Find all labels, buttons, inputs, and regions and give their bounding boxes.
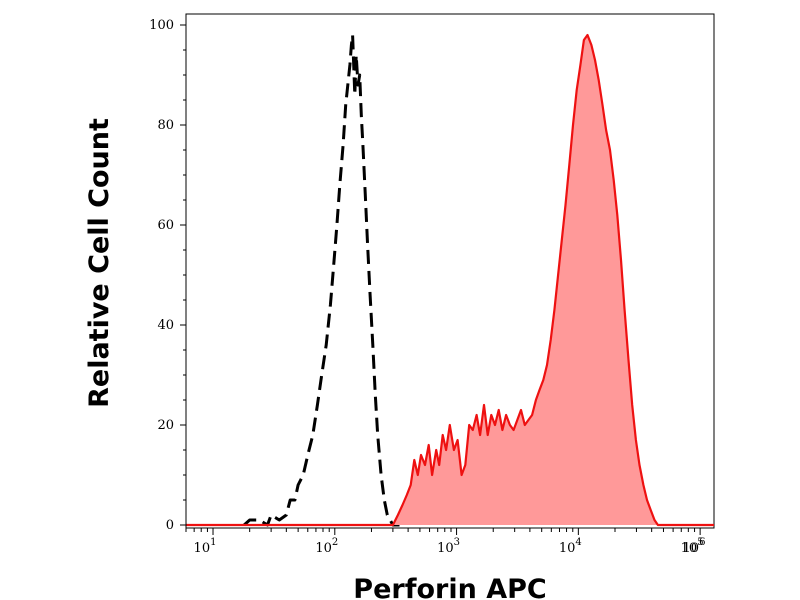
x-tick-label: 103 — [437, 537, 460, 556]
y-tick-label: 80 — [157, 118, 174, 133]
plot-area — [185, 13, 715, 529]
y-tick-label: 100 — [149, 18, 174, 33]
y-axis: 0 20 40 60 80 100 — [149, 14, 187, 533]
y-tick-label: 40 — [157, 318, 174, 333]
y-axis-title: Relative Cell Count — [84, 118, 115, 408]
y-tick-label: 60 — [157, 218, 174, 233]
y-tick-label: 20 — [157, 418, 174, 433]
x-tick-label: 102 — [315, 537, 338, 556]
x-tick-label: 106 — [683, 537, 706, 556]
x-axis-title: Perforin APC — [353, 574, 546, 600]
y-tick-label: 0 — [166, 518, 174, 533]
x-tick-label: 104 — [559, 537, 582, 556]
x-tick-label: 105 — [681, 537, 704, 556]
x-tick-label: 101 — [194, 537, 217, 556]
series-1-fill — [186, 35, 714, 525]
series-0-line — [243, 33, 400, 527]
series-1-line — [186, 33, 714, 527]
